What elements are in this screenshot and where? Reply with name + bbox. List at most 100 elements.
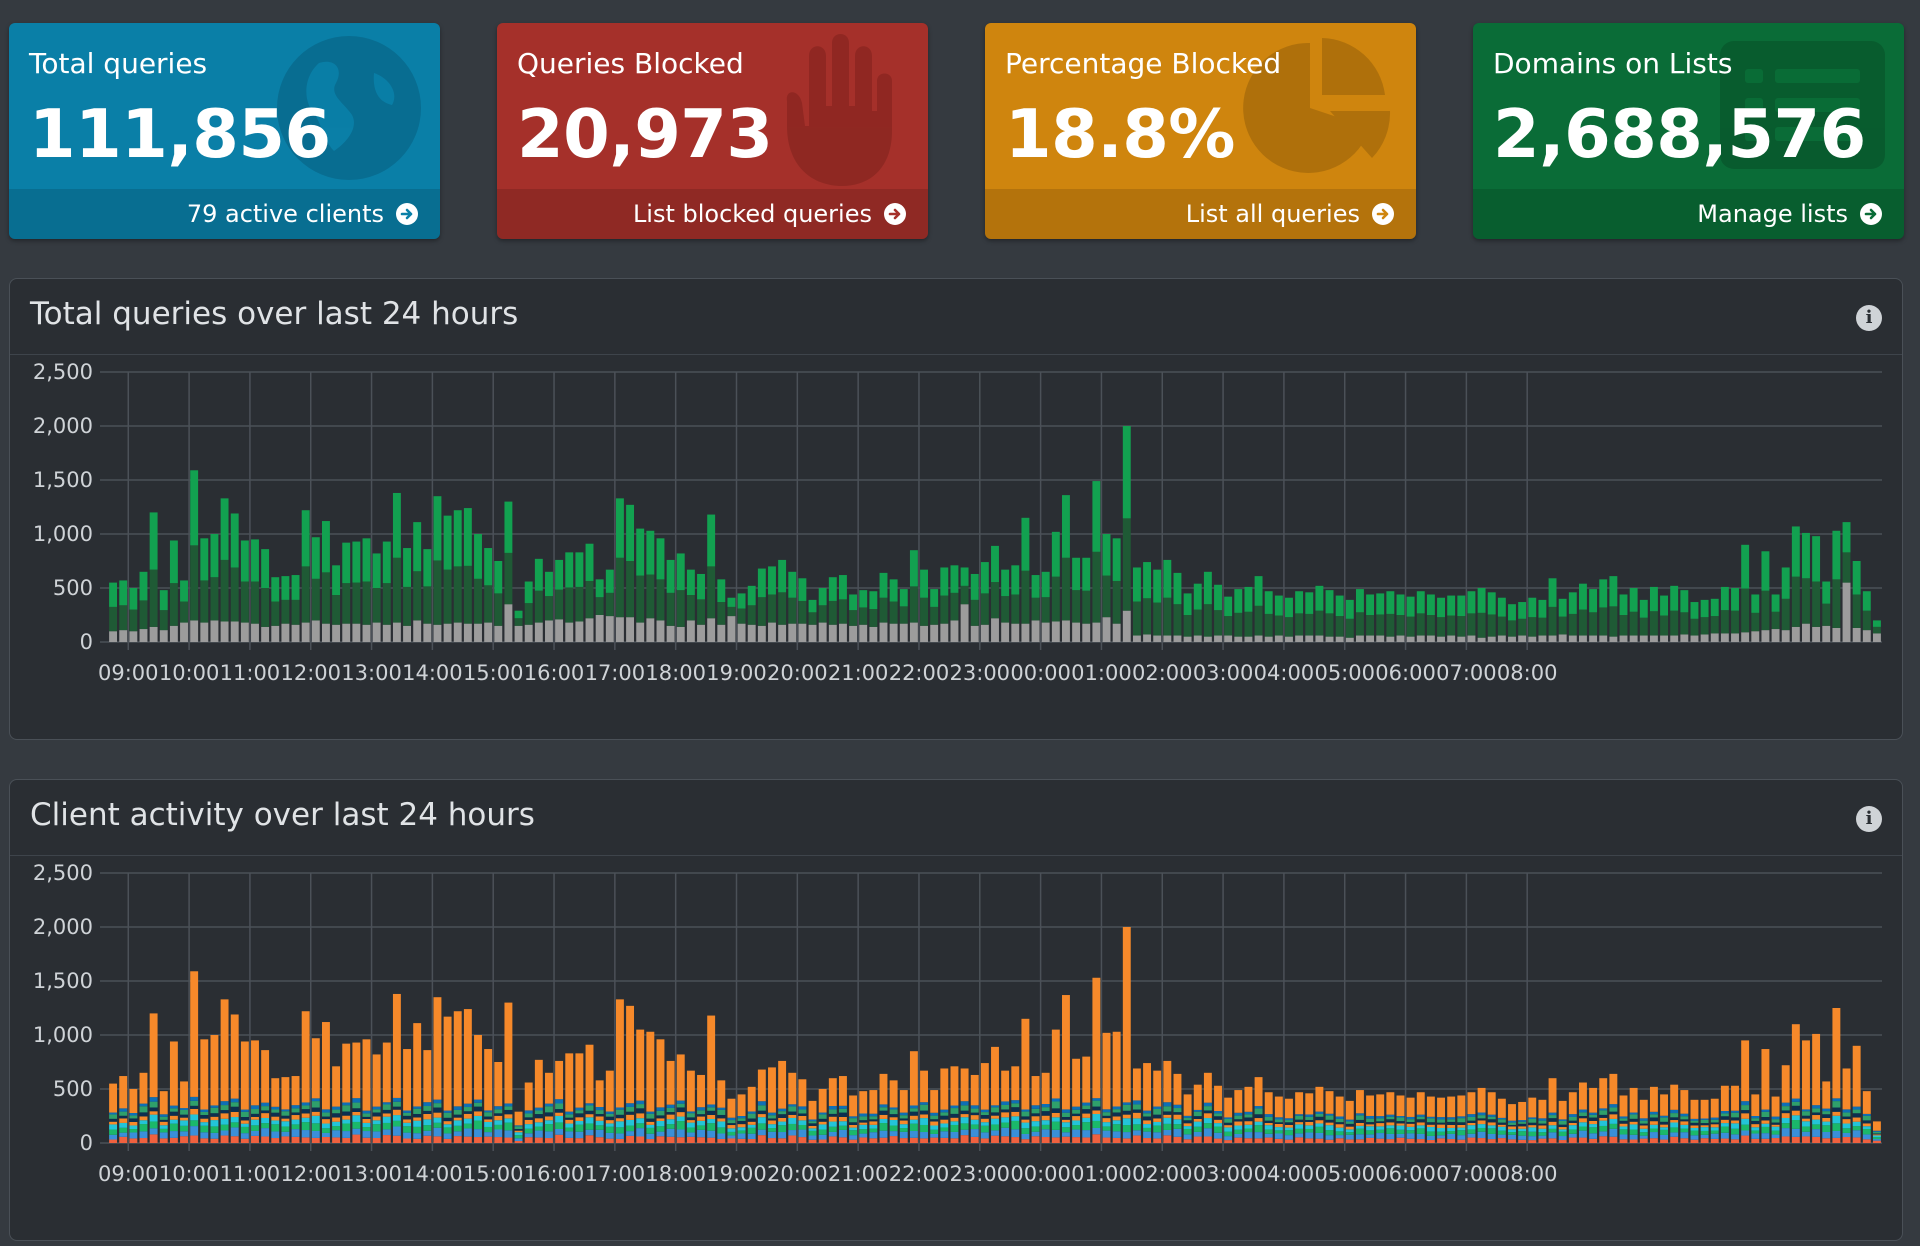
permitted-bar[interactable] — [1001, 569, 1010, 597]
client-segment[interactable] — [747, 1118, 756, 1122]
client-segment[interactable] — [1862, 1126, 1871, 1130]
client-segment[interactable] — [1609, 1136, 1618, 1143]
client-segment[interactable] — [1609, 1114, 1618, 1119]
client-segment[interactable] — [423, 1119, 432, 1126]
client-segment[interactable] — [261, 1136, 270, 1143]
client-segment[interactable] — [129, 1115, 138, 1119]
client-segment[interactable] — [291, 1119, 300, 1125]
blocked-bar[interactable] — [180, 622, 188, 642]
client-segment[interactable] — [1173, 1108, 1182, 1113]
client-segment[interactable] — [838, 1076, 847, 1106]
client-segment[interactable] — [1112, 1131, 1121, 1138]
client-segment[interactable] — [1589, 1133, 1598, 1139]
client-segment[interactable] — [1731, 1120, 1739, 1124]
permitted-bar[interactable] — [1092, 481, 1101, 552]
blocked-bar[interactable] — [301, 622, 310, 642]
client-segment[interactable] — [1579, 1130, 1587, 1138]
client-segment[interactable] — [251, 1125, 259, 1131]
client-segment[interactable] — [332, 1113, 341, 1118]
permitted-bar-lower[interactable] — [1862, 610, 1871, 631]
client-segment[interactable] — [271, 1116, 280, 1121]
client-segment[interactable] — [1791, 1098, 1800, 1102]
client-segment[interactable] — [463, 1128, 472, 1137]
blocked-bar[interactable] — [1710, 633, 1719, 642]
client-segment[interactable] — [879, 1118, 888, 1124]
client-segment[interactable] — [453, 1136, 462, 1143]
client-segment[interactable] — [1862, 1120, 1871, 1124]
client-segment[interactable] — [930, 1115, 939, 1120]
client-segment[interactable] — [575, 1110, 584, 1114]
client-segment[interactable] — [666, 1114, 675, 1120]
client-segment[interactable] — [595, 1110, 604, 1114]
client-segment[interactable] — [1781, 1128, 1790, 1137]
client-segment[interactable] — [899, 1131, 908, 1139]
client-segment[interactable] — [1173, 1104, 1182, 1109]
client-segment[interactable] — [555, 1115, 564, 1123]
client-segment[interactable] — [433, 997, 442, 1100]
client-segment[interactable] — [1092, 1098, 1101, 1101]
client-segment[interactable] — [220, 1113, 229, 1119]
client-segment[interactable] — [1639, 1125, 1648, 1129]
permitted-bar[interactable] — [1649, 586, 1658, 612]
blocked-bar[interactable] — [1051, 621, 1060, 642]
blocked-bar[interactable] — [1406, 636, 1415, 642]
client-segment[interactable] — [251, 1040, 259, 1106]
client-segment[interactable] — [707, 1104, 716, 1108]
client-segment[interactable] — [1842, 1128, 1851, 1133]
client-segment[interactable] — [585, 1044, 594, 1104]
permitted-bar[interactable] — [1406, 596, 1415, 617]
blocked-bar[interactable] — [1244, 636, 1253, 642]
client-segment[interactable] — [1771, 1119, 1780, 1123]
client-segment[interactable] — [1751, 1130, 1760, 1134]
client-segment[interactable] — [1132, 1118, 1141, 1125]
client-segment[interactable] — [585, 1135, 594, 1143]
blocked-bar[interactable] — [1862, 630, 1871, 642]
permitted-bar-lower[interactable] — [676, 590, 685, 627]
client-segment[interactable] — [240, 1138, 249, 1143]
permitted-bar-lower[interactable] — [1508, 620, 1516, 637]
client-segment[interactable] — [1599, 1125, 1608, 1132]
client-segment[interactable] — [737, 1118, 746, 1121]
client-segment[interactable] — [849, 1127, 858, 1131]
client-segment[interactable] — [109, 1114, 118, 1119]
blocked-bar[interactable] — [169, 625, 178, 642]
permitted-bar[interactable] — [1285, 597, 1293, 618]
client-segment[interactable] — [879, 1123, 888, 1131]
client-segment[interactable] — [636, 1113, 645, 1119]
permitted-bar-lower[interactable] — [1487, 614, 1496, 637]
client-segment[interactable] — [686, 1070, 695, 1112]
blocked-bar[interactable] — [534, 622, 543, 642]
client-segment[interactable] — [1051, 1098, 1060, 1102]
client-segment[interactable] — [859, 1129, 868, 1134]
client-segment[interactable] — [1132, 1109, 1141, 1113]
client-segment[interactable] — [413, 1138, 422, 1143]
client-segment[interactable] — [180, 1131, 188, 1137]
blocked-bar[interactable] — [1538, 635, 1547, 642]
client-segment[interactable] — [859, 1133, 868, 1138]
list-blocked-queries-link[interactable]: List blocked queries — [497, 189, 928, 239]
client-segment[interactable] — [585, 1129, 594, 1136]
client-segment[interactable] — [1082, 1056, 1091, 1103]
client-segment[interactable] — [1690, 1135, 1699, 1140]
client-segment[interactable] — [1345, 1119, 1354, 1122]
client-segment[interactable] — [332, 1121, 341, 1127]
client-segment[interactable] — [1649, 1114, 1658, 1118]
client-segment[interactable] — [1122, 1118, 1131, 1126]
client-segment[interactable] — [1376, 1129, 1385, 1134]
permitted-bar-lower[interactable] — [1285, 617, 1293, 637]
client-segment[interactable] — [1264, 1133, 1273, 1138]
client-segment[interactable] — [727, 1128, 736, 1132]
client-segment[interactable] — [1193, 1116, 1202, 1119]
client-segment[interactable] — [798, 1120, 807, 1125]
client-segment[interactable] — [626, 1103, 635, 1107]
client-segment[interactable] — [1224, 1122, 1233, 1126]
client-segment[interactable] — [1862, 1091, 1871, 1114]
client-segment[interactable] — [1842, 1119, 1851, 1124]
client-segment[interactable] — [970, 1136, 979, 1143]
client-segment[interactable] — [768, 1112, 776, 1116]
client-segment[interactable] — [1335, 1118, 1344, 1123]
permitted-bar[interactable] — [1497, 597, 1506, 617]
client-segment[interactable] — [1568, 1114, 1577, 1117]
client-segment[interactable] — [1842, 1112, 1851, 1117]
client-segment[interactable] — [200, 1111, 209, 1115]
